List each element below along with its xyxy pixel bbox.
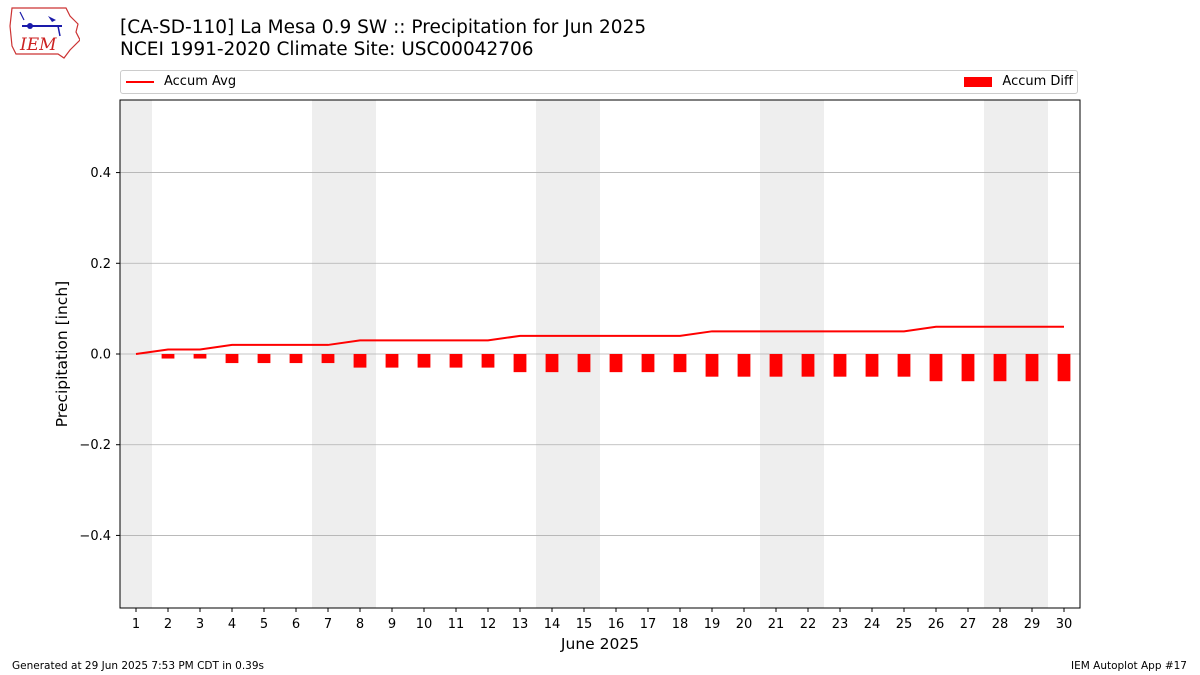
legend-label-accum-avg: Accum Avg — [164, 74, 237, 89]
x-tick-label-30: 30 — [1056, 617, 1073, 632]
bar-accum-diff-day-12 — [481, 354, 495, 368]
bar-accum-diff-day-18 — [673, 354, 687, 373]
title-line-1: [CA-SD-110] La Mesa 0.9 SW :: Precipitat… — [120, 17, 647, 38]
x-tick-label-17: 17 — [640, 617, 657, 632]
x-tick-label-28: 28 — [992, 617, 1009, 632]
chart-title: [CA-SD-110] La Mesa 0.9 SW :: Precipitat… — [120, 17, 646, 61]
x-tick-label-18: 18 — [672, 617, 689, 632]
x-tick-label-6: 6 — [292, 617, 300, 632]
x-tick-label-13: 13 — [512, 617, 529, 632]
footer-app-id: IEM Autoplot App #17 — [1071, 660, 1187, 672]
bar-accum-diff-day-24 — [865, 354, 879, 377]
bar-accum-diff-day-27 — [961, 354, 975, 382]
x-tick-label-7: 7 — [324, 617, 332, 632]
bar-accum-diff-day-19 — [705, 354, 719, 377]
y-tick-label-0: −0.4 — [79, 529, 111, 544]
bar-accum-diff-day-4 — [225, 354, 239, 364]
y-tick-label-3: 0.2 — [90, 257, 111, 272]
bar-accum-diff-day-20 — [737, 354, 751, 377]
bar-accum-diff-day-7 — [321, 354, 335, 364]
chart-legend: Accum Avg Accum Diff — [120, 70, 1078, 94]
bar-accum-diff-day-2 — [161, 354, 175, 359]
bar-accum-diff-day-21 — [769, 354, 783, 377]
x-tick-label-22: 22 — [800, 617, 817, 632]
x-tick-label-21: 21 — [768, 617, 785, 632]
x-axis-label: June 2025 — [560, 635, 639, 653]
bar-accum-diff-day-11 — [449, 354, 463, 368]
x-tick-label-9: 9 — [388, 617, 396, 632]
bar-accum-diff-day-30 — [1057, 354, 1071, 382]
x-tick-label-19: 19 — [704, 617, 721, 632]
x-tick-label-16: 16 — [608, 617, 625, 632]
logo-text: IEM — [19, 35, 57, 55]
x-tick-label-20: 20 — [736, 617, 753, 632]
bar-accum-diff-day-5 — [257, 354, 271, 364]
y-axis-label: Precipitation [inch] — [53, 281, 71, 427]
bar-accum-diff-day-6 — [289, 354, 303, 364]
bar-accum-diff-day-17 — [641, 354, 655, 373]
bar-accum-diff-day-10 — [417, 354, 431, 368]
x-tick-label-2: 2 — [164, 617, 172, 632]
footer-generated: Generated at 29 Jun 2025 7:53 PM CDT in … — [12, 660, 265, 672]
x-tick-label-26: 26 — [928, 617, 945, 632]
bar-accum-diff-day-23 — [833, 354, 847, 377]
legend-item-accum-avg: Accum Avg — [126, 74, 236, 90]
x-tick-label-1: 1 — [132, 617, 140, 632]
iem-logo: IEM — [8, 6, 81, 60]
bar-accum-diff-day-29 — [1025, 354, 1039, 382]
x-tick-label-15: 15 — [576, 617, 593, 632]
bar-accum-diff-day-14 — [545, 354, 559, 373]
x-tick-label-4: 4 — [228, 617, 236, 632]
y-tick-label-2: 0.0 — [90, 348, 111, 363]
x-tick-label-8: 8 — [356, 617, 364, 632]
bar-accum-diff-day-3 — [193, 354, 207, 359]
bar-accum-diff-day-25 — [897, 354, 911, 377]
legend-bar-swatch — [964, 76, 993, 87]
bar-accum-diff-day-28 — [993, 354, 1007, 382]
bar-accum-diff-day-15 — [577, 354, 591, 373]
x-tick-label-14: 14 — [544, 617, 561, 632]
x-tick-label-23: 23 — [832, 617, 849, 632]
x-tick-label-12: 12 — [480, 617, 497, 632]
bar-accum-diff-day-13 — [513, 354, 527, 373]
iem-logo-graphic: IEM — [9, 7, 81, 59]
legend-item-accum-diff: Accum Diff — [964, 74, 1073, 90]
x-tick-label-10: 10 — [416, 617, 433, 632]
x-tick-label-27: 27 — [960, 617, 977, 632]
legend-line-swatch — [126, 80, 154, 83]
legend-label-accum-diff: Accum Diff — [1002, 74, 1073, 89]
bar-accum-diff-day-16 — [609, 354, 623, 373]
y-tick-label-1: −0.2 — [79, 438, 111, 453]
y-tick-label-4: 0.4 — [90, 166, 111, 181]
x-tick-label-29: 29 — [1024, 617, 1041, 632]
x-tick-label-24: 24 — [864, 617, 881, 632]
title-line-2: NCEI 1991-2020 Climate Site: USC00042706 — [120, 39, 534, 60]
x-tick-label-11: 11 — [448, 617, 465, 632]
bar-accum-diff-day-26 — [929, 354, 943, 382]
x-tick-label-3: 3 — [196, 617, 204, 632]
x-tick-label-25: 25 — [896, 617, 913, 632]
bar-accum-diff-day-9 — [385, 354, 399, 368]
bar-accum-diff-day-8 — [353, 354, 367, 368]
x-tick-label-5: 5 — [260, 617, 268, 632]
bar-accum-diff-day-22 — [801, 354, 815, 377]
line-accum-avg — [135, 325, 1064, 355]
